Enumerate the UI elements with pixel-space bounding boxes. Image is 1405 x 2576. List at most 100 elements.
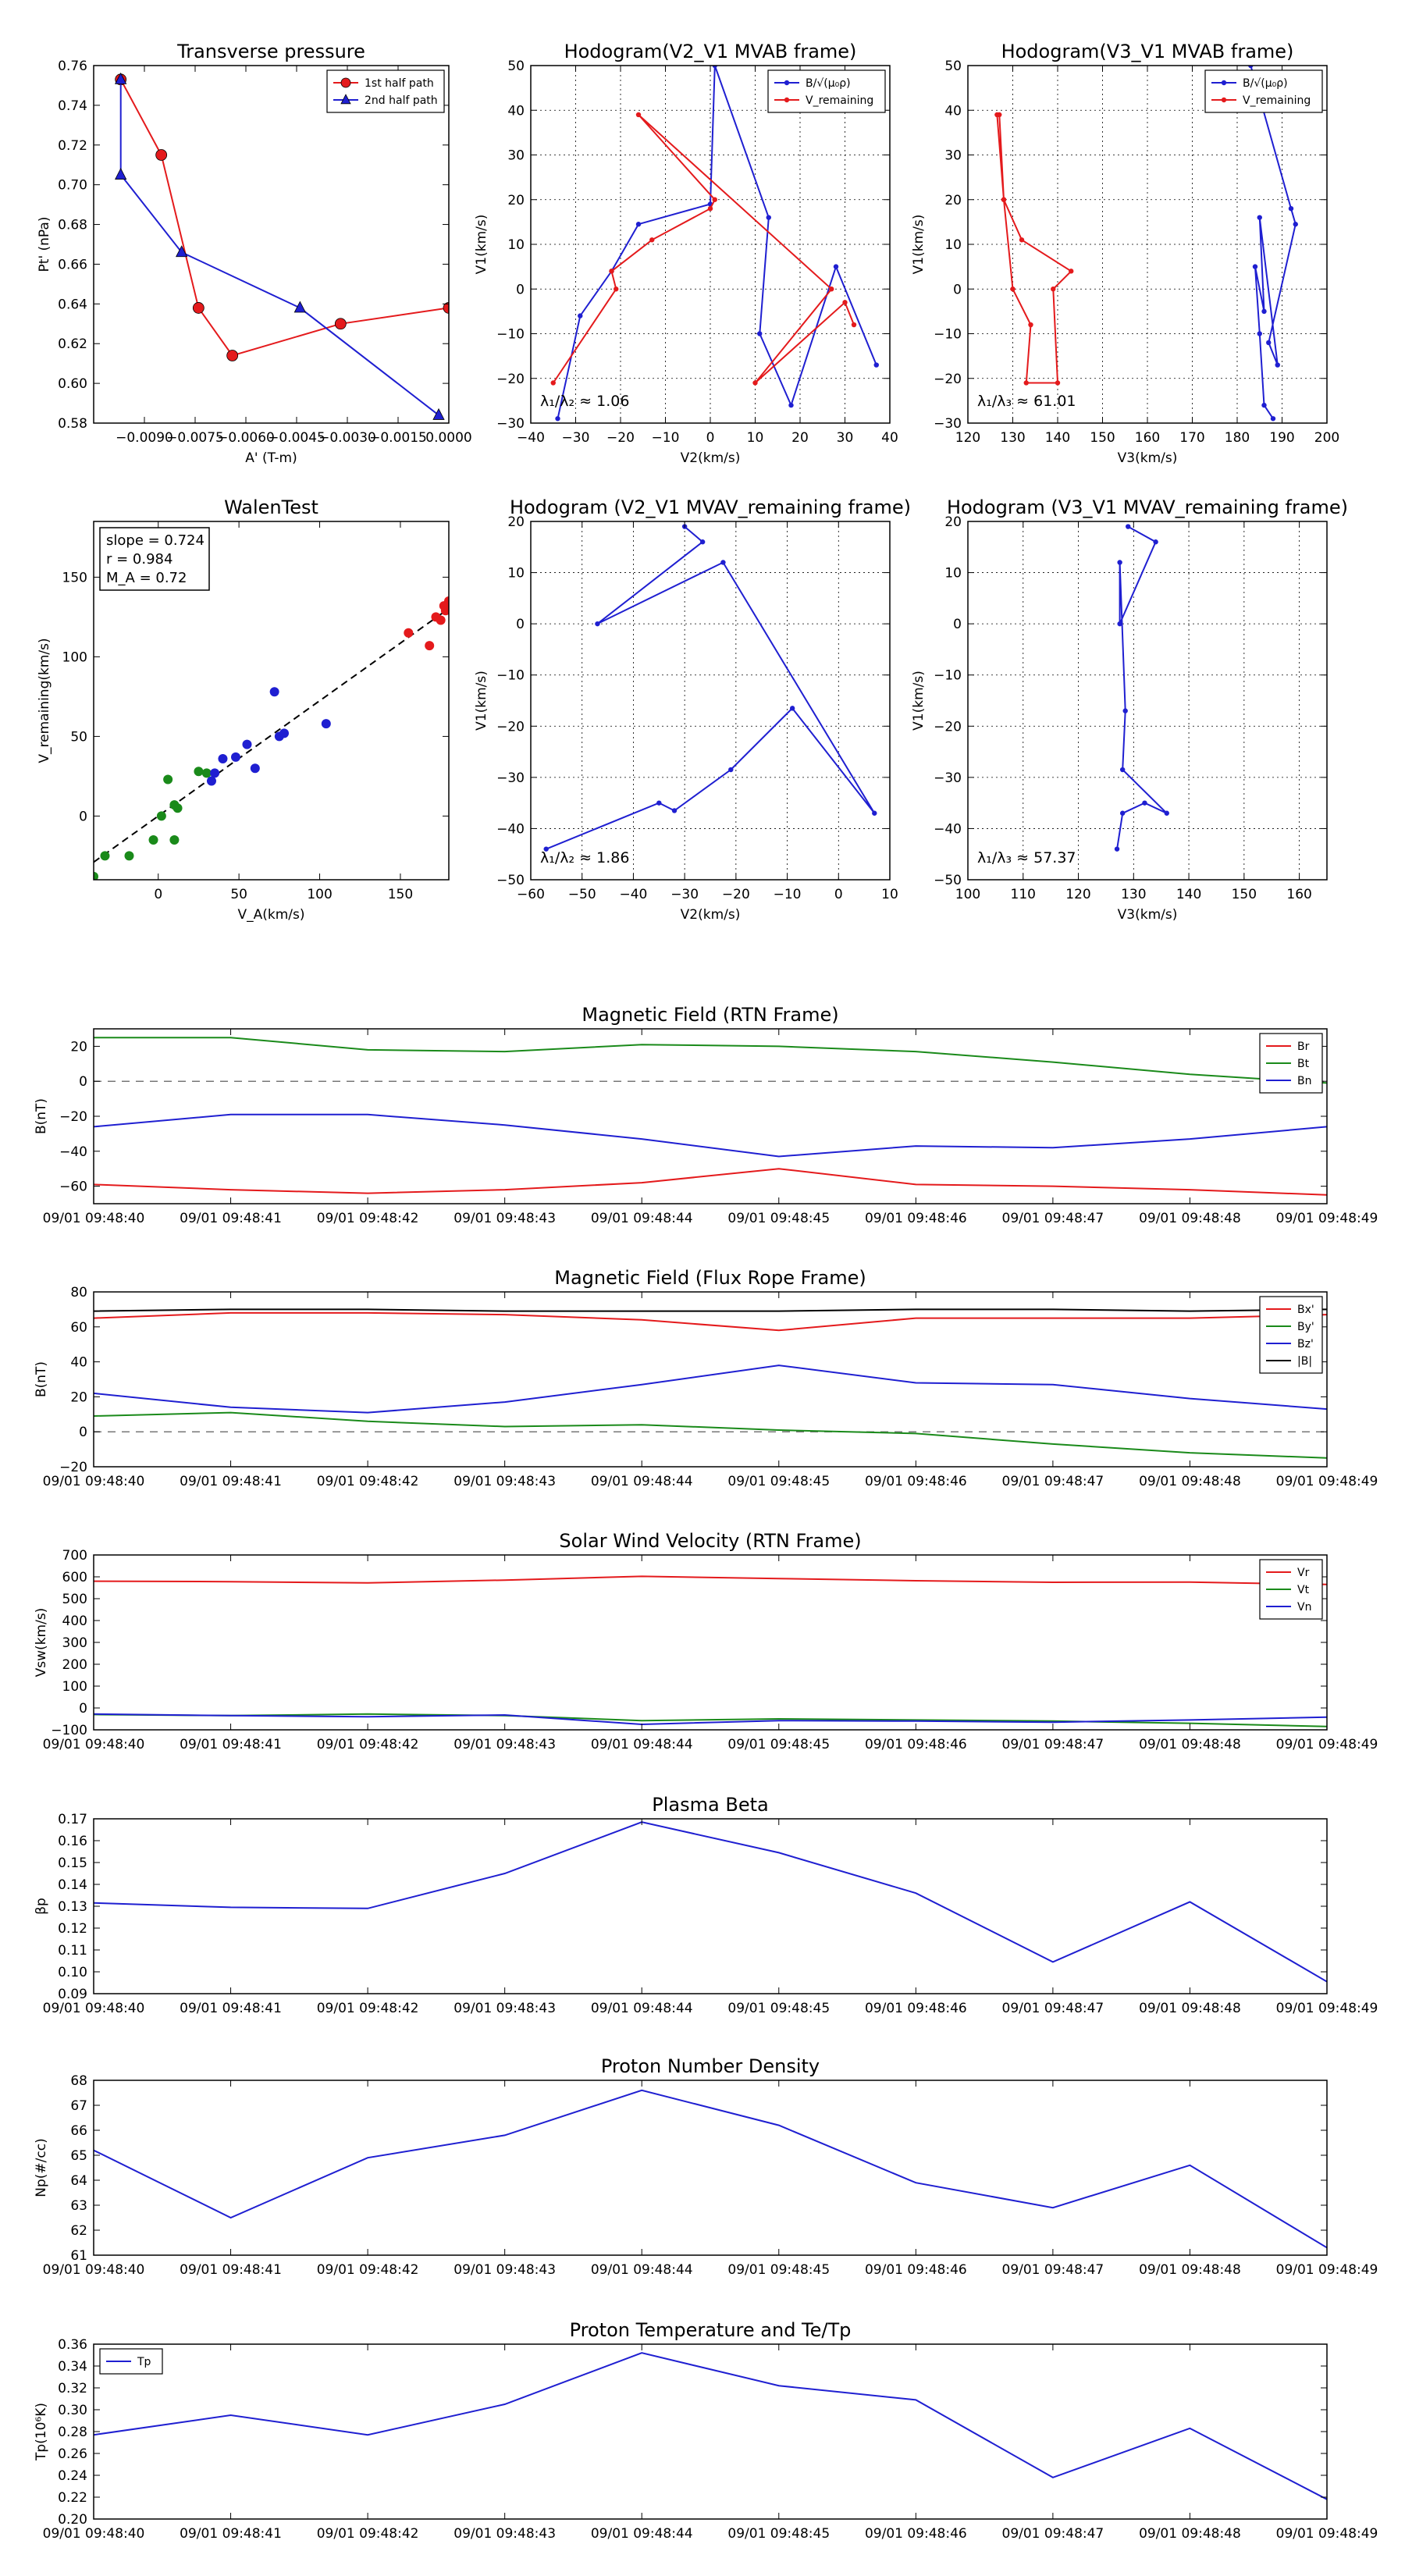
- x-tick-label: 09/01 09:48:47: [1002, 1211, 1104, 1226]
- series-group: [115, 72, 449, 420]
- x-tick-label: 09/01 09:48:40: [43, 1737, 145, 1752]
- y-tick-label: −20: [934, 372, 962, 387]
- data-point: [436, 615, 446, 625]
- y-tick-label: 40: [507, 103, 525, 119]
- x-tick-label: 09/01 09:48:46: [865, 2262, 967, 2278]
- legend-box: [767, 69, 886, 113]
- x-tick-label: 0: [834, 887, 843, 902]
- data-point: [192, 302, 205, 314]
- series-line-bn: [94, 1113, 1327, 1158]
- data-point: [1257, 215, 1262, 220]
- x-tick-label: 09/01 09:48:45: [727, 1737, 830, 1752]
- data-point: [269, 687, 279, 697]
- y-tick-label: 400: [62, 1614, 87, 1629]
- legend-label: |B|: [1297, 1355, 1312, 1368]
- y-tick-label: 0: [79, 1074, 87, 1090]
- y-tick-label: 40: [944, 103, 962, 119]
- x-tick-label: 09/01 09:48:42: [317, 2262, 419, 2278]
- x-tick-label: −60: [517, 887, 545, 902]
- legend: Vr Vt Vn: [1259, 1559, 1323, 1620]
- x-tick-label: −0.0015: [369, 430, 427, 446]
- y-tick-label: 65: [70, 2148, 87, 2164]
- x-tick-label: 150: [1232, 887, 1257, 902]
- data-point: [1023, 380, 1029, 386]
- chart-title: Hodogram (V2_V1 MVAV_remaining frame): [510, 496, 911, 518]
- x-tick-label: 140: [1176, 887, 1201, 902]
- data-point: [169, 835, 180, 845]
- chart-walen-test: 0 50 100 150 0 50 100 150 WalenTest V_A(km/s) V_re…: [37, 496, 450, 923]
- y-tick-label: 30: [507, 148, 525, 164]
- legend-label: B/√(μ₀ρ): [806, 77, 851, 90]
- eigen-ratio-label: λ₁/λ₂ ≈ 1.06: [540, 393, 629, 410]
- x-tick-label: 200: [1314, 430, 1339, 446]
- y-axis-label: Np(#/cc): [34, 2138, 49, 2197]
- chart-title: Proton Number Density: [601, 2055, 820, 2077]
- y-tick-label: 10: [944, 566, 962, 582]
- series-line-vn: [94, 1713, 1327, 1726]
- data-point: [1275, 362, 1280, 368]
- y-tick-label: 20: [507, 193, 525, 208]
- x-tick-label: 09/01 09:48:41: [180, 2526, 282, 2542]
- data-point: [543, 846, 549, 852]
- y-tick-label: −30: [934, 416, 962, 432]
- x-tick-label: 110: [1011, 887, 1036, 902]
- series-line-vr: [94, 1575, 1327, 1585]
- data-point: [707, 206, 713, 212]
- chart-solar-wind-velocity: 09/01 09:48:40 09/01 09:48:41 09/01 09:48:…: [34, 1530, 1378, 1752]
- data-point: [404, 628, 414, 638]
- chart-proton-temperature: 09/01 09:48:40 09/01 09:48:41 09/01 09:48:…: [34, 2319, 1378, 2542]
- y-tick-label: 20: [944, 514, 962, 530]
- chart-plasma-beta: 09/01 09:48:40 09/01 09:48:41 09/01 09:48:…: [34, 1794, 1378, 2016]
- y-tick-label: 0.58: [58, 416, 87, 432]
- x-tick-label: 09/01 09:48:48: [1139, 1737, 1241, 1752]
- y-tick-label: 0: [79, 809, 87, 824]
- series-line-vt: [94, 1713, 1327, 1727]
- x-tick-label: 09/01 09:48:43: [454, 1211, 556, 1226]
- data-point: [279, 728, 290, 738]
- y-tick-label: 100: [62, 1679, 87, 1695]
- y-axis-label: V1(km/s): [911, 671, 927, 731]
- x-tick-label: 100: [955, 887, 980, 902]
- plot-frame: [93, 2343, 1328, 2520]
- y-tick-label: 0.60: [58, 376, 87, 392]
- data-point: [115, 168, 127, 180]
- data-point: [550, 380, 556, 386]
- y-tick-label: 60: [70, 1320, 87, 1336]
- data-point: [231, 752, 240, 762]
- x-tick-label: −0.0090: [116, 430, 173, 446]
- x-tick-label: 130: [1000, 430, 1025, 446]
- y-tick-label: 10: [507, 566, 525, 582]
- data-point: [148, 835, 158, 845]
- data-point: [851, 322, 857, 328]
- series-line-np: [94, 2089, 1327, 2249]
- legend: B/√(μ₀ρ) V_remaining: [1204, 69, 1323, 113]
- y-tick-label: 64: [70, 2173, 87, 2189]
- y-tick-label: −10: [496, 327, 525, 343]
- data-point: [1119, 767, 1126, 773]
- data-point: [1293, 222, 1298, 227]
- series-group: [94, 1821, 1327, 1983]
- x-tick-label: 09/01 09:48:45: [727, 2262, 830, 2278]
- x-tick-label: 09/01 09:48:42: [317, 2001, 419, 2016]
- y-tick-label: −10: [496, 668, 525, 684]
- y-tick-label: 10: [507, 237, 525, 253]
- x-tick-label: 09/01 09:48:41: [180, 1737, 282, 1752]
- x-tick-label: 140: [1045, 430, 1070, 446]
- data-point: [1001, 197, 1007, 202]
- y-tick-label: 150: [62, 570, 87, 585]
- x-tick-label: −20: [606, 430, 635, 446]
- legend-label: V_remaining: [1243, 94, 1311, 107]
- y-tick-label: 0.66: [58, 257, 87, 272]
- x-tick-label: 30: [837, 430, 854, 446]
- x-tick-label: 09/01 09:48:48: [1139, 2262, 1241, 2278]
- data-point: [1028, 322, 1033, 328]
- y-tick-label: 0.10: [58, 1965, 87, 1980]
- y-tick-label: 0.68: [58, 218, 87, 233]
- x-tick-label: 09/01 09:48:45: [727, 2526, 830, 2542]
- series-line-hodogram: [1116, 525, 1168, 849]
- y-tick-label: 67: [70, 2098, 87, 2114]
- fit-line: [94, 607, 449, 863]
- series-line-beta: [94, 1821, 1327, 1983]
- series-line-v-remaining: [552, 114, 855, 384]
